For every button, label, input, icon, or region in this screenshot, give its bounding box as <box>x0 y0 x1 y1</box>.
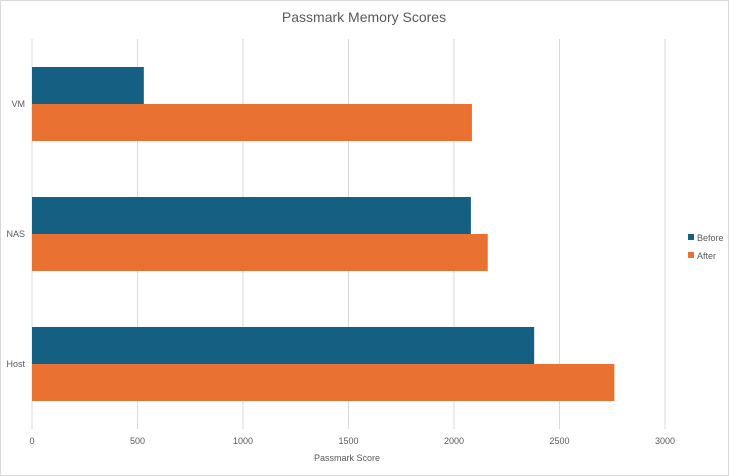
y-tick-label: VM <box>12 99 26 109</box>
bar-before-vm <box>32 67 144 104</box>
y-tick-label: Host <box>6 359 25 369</box>
x-axis-label: Passmark Score <box>314 453 380 463</box>
x-tick-label: 2000 <box>444 436 464 446</box>
x-axis-ticks: 0 500 1000 1500 2000 2500 3000 <box>29 436 675 446</box>
x-tick-label: 0 <box>29 436 34 446</box>
y-axis-ticks: VM NAS Host <box>6 99 25 369</box>
bars-group <box>32 67 615 401</box>
bar-after-host <box>32 364 615 401</box>
x-tick-label: 3000 <box>655 436 675 446</box>
x-tick-label: 2500 <box>549 436 569 446</box>
bar-after-nas <box>32 234 488 271</box>
legend: Before After <box>688 233 724 261</box>
x-tick-label: 1000 <box>233 436 253 446</box>
legend-label: Before <box>697 233 724 243</box>
chart-title: Passmark Memory Scores <box>282 9 446 25</box>
y-tick-label: NAS <box>6 229 25 239</box>
bar-after-vm <box>32 104 472 141</box>
legend-swatch <box>688 234 694 240</box>
bar-before-nas <box>32 197 471 234</box>
legend-label: After <box>697 251 716 261</box>
x-tick-label: 500 <box>130 436 145 446</box>
bar-before-host <box>32 327 535 364</box>
x-tick-label: 1500 <box>338 436 358 446</box>
legend-swatch <box>688 252 694 258</box>
